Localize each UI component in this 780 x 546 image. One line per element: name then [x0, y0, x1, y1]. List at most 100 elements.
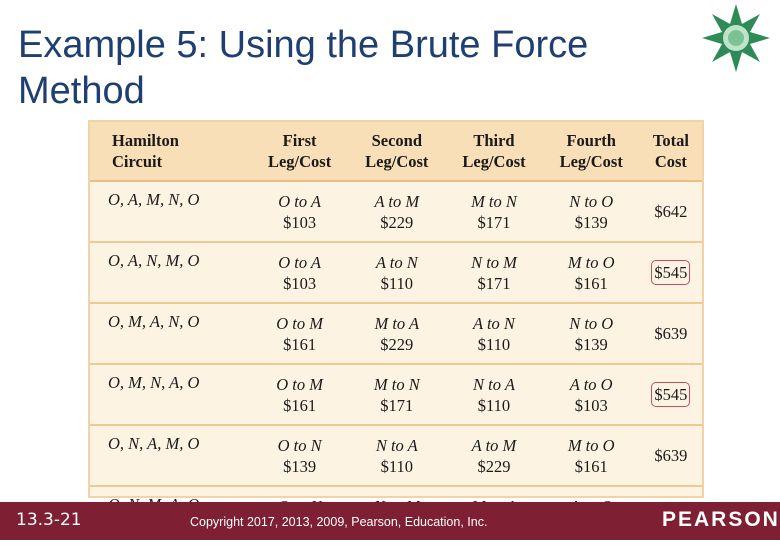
leg-cost: $110	[477, 334, 511, 354]
leg-route: M to O	[567, 252, 615, 272]
header-line: Circuit	[112, 152, 163, 171]
leg-route: M to N	[373, 374, 420, 394]
circuit-cell: O, M, N, A, O	[108, 373, 200, 392]
leg-cost: $229	[380, 212, 414, 232]
leg-route: N to O	[569, 191, 614, 211]
header-line: Leg/Cost	[267, 152, 332, 171]
header-line: Total	[652, 131, 689, 150]
hamilton-circuit-table: Hamilton Circuit First Leg/Cost Second L…	[90, 122, 702, 546]
green-star-logo-icon	[702, 4, 770, 72]
leg-route: O to A	[278, 252, 321, 272]
leg-cost: $110	[380, 456, 413, 476]
leg-cost: $171	[477, 273, 511, 293]
leg-cell: M to O $161	[543, 425, 640, 486]
leg-cell: N to O $139	[543, 303, 640, 364]
leg-route: O to A	[278, 191, 321, 211]
header-line: Leg/Cost	[462, 152, 526, 171]
circuit-cell: O, A, N, M, O	[108, 251, 200, 270]
header-fourth-leg: Fourth Leg/Cost	[542, 122, 640, 182]
leg-cost: $103	[283, 212, 317, 232]
leg-route: O to M	[276, 313, 323, 333]
circuit-cell: O, M, A, N, O	[108, 312, 200, 331]
leg-route: N to O	[569, 313, 614, 333]
header-total-cost: Total Cost	[639, 122, 702, 182]
leg-cost: $161	[283, 334, 317, 354]
leg-route: M to A	[374, 313, 420, 333]
leg-cell: A to N $110	[445, 303, 542, 364]
leg-route: M to N	[471, 191, 517, 211]
leg-cost: $161	[574, 456, 608, 476]
slide-number: 13.3-21	[16, 510, 82, 530]
circuit-cell: O, A, M, N, O	[108, 190, 200, 209]
leg-cell: N to A $110	[445, 364, 542, 425]
leg-cell: A to O$103	[543, 364, 640, 425]
brute-force-table-panel: Hamilton Circuit First Leg/Cost Second L…	[88, 120, 704, 537]
header-line: Third	[473, 131, 515, 150]
pearson-logo: PEARSON	[662, 508, 780, 531]
slide-title: Example 5: Using the Brute Force Method	[18, 24, 589, 112]
leg-cell: O to A $103	[251, 242, 348, 303]
leg-cost: $139	[283, 456, 317, 476]
leg-cost: $229	[477, 456, 511, 476]
leg-route: A to N	[473, 313, 515, 333]
header-line: Leg/Cost	[365, 152, 429, 171]
leg-cost: $110	[477, 395, 511, 415]
leg-route: O to M	[276, 374, 323, 394]
leg-cell: M to O $161	[543, 242, 640, 303]
leg-cell: O to A $103	[251, 181, 348, 242]
leg-route: A to M	[374, 191, 420, 211]
header-line: First	[282, 131, 317, 150]
leg-cell: N to M$171	[445, 242, 542, 303]
total-cost: $642	[654, 202, 688, 221]
leg-cell: A to N $110	[348, 242, 445, 303]
leg-cell: N to O $139	[543, 181, 640, 242]
leg-route: A to O	[569, 374, 613, 394]
leg-cell: N to A $110	[348, 425, 445, 486]
total-cost-cell: $545	[640, 364, 702, 425]
leg-cost: $161	[574, 273, 608, 293]
leg-route: O to N	[277, 435, 322, 455]
leg-cost: $161	[283, 395, 317, 415]
leg-cell: A to M $229	[348, 181, 445, 242]
header-first-leg: First Leg/Cost	[250, 122, 349, 182]
leg-route: N to M	[471, 252, 517, 272]
total-cost: $639	[654, 446, 688, 465]
circuit-cell: O, N, A, M, O	[108, 434, 200, 453]
total-cost: $639	[654, 324, 688, 343]
leg-cost: $139	[574, 212, 608, 232]
copyright-text: Copyright 2017, 2013, 2009, Pearson, Edu…	[190, 515, 488, 529]
leg-route: A to N	[375, 252, 418, 272]
leg-cell: A to M $229	[445, 425, 542, 486]
header-line: Second	[371, 131, 422, 150]
total-cost-cell: $639	[640, 425, 702, 486]
leg-cost: $103	[574, 395, 608, 415]
header-line: Hamilton	[112, 131, 179, 150]
total-cost-cell: $642	[640, 181, 702, 242]
header-line: Cost	[654, 152, 687, 171]
leg-cost: $171	[380, 395, 414, 415]
leg-cost: $139	[574, 334, 608, 354]
leg-cell: O to N$139	[251, 425, 348, 486]
leg-route: A to M	[471, 435, 517, 455]
leg-cell: M to N $171	[348, 364, 445, 425]
header-second-leg: Second Leg/Cost	[348, 122, 446, 182]
leg-cost: $229	[380, 334, 414, 354]
total-cost-cell: $639	[640, 303, 702, 364]
leg-route: M to O	[567, 435, 615, 455]
leg-cell: M to A$229	[348, 303, 445, 364]
header-line: Fourth	[566, 131, 616, 150]
header-line: Leg/Cost	[559, 152, 623, 171]
total-cost-circled: $545	[651, 382, 691, 407]
leg-cost: $171	[477, 212, 511, 232]
table-header-row: Hamilton Circuit First Leg/Cost Second L…	[90, 122, 702, 182]
leg-route: N to A	[473, 374, 515, 394]
leg-cost: $110	[380, 273, 413, 293]
header-hamilton-circuit: Hamilton Circuit	[90, 122, 251, 182]
leg-cell: O to M $161	[251, 303, 348, 364]
total-cost-circled: $545	[651, 260, 691, 285]
